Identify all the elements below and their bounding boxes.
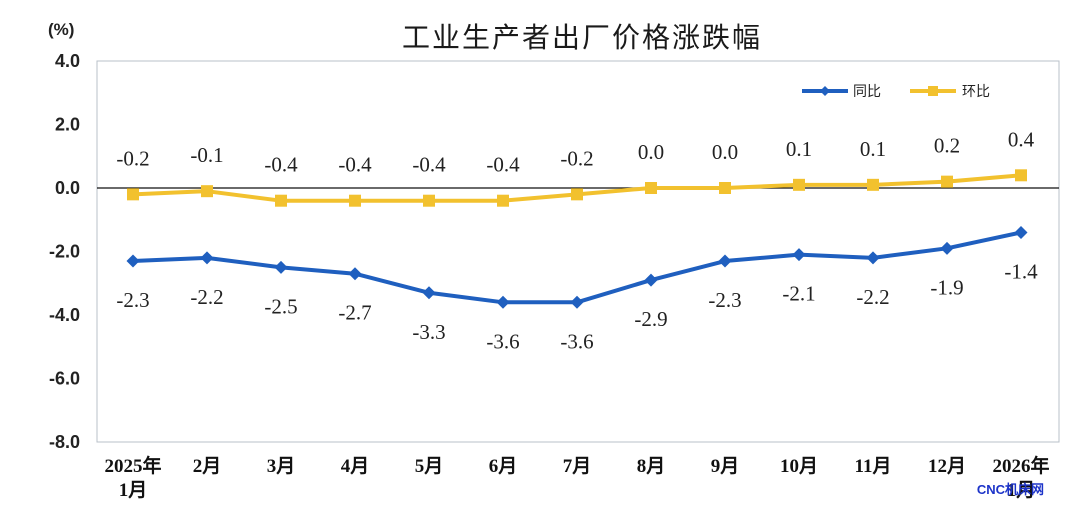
data-label: -2.7 — [338, 301, 371, 325]
x-tick-label: 8月 — [637, 456, 666, 477]
data-label: 0.1 — [860, 137, 886, 161]
plot-area — [96, 60, 1060, 443]
watermark-logo: CNC机床网 — [977, 482, 1044, 497]
y-tick-label: -2.0 — [49, 242, 80, 262]
x-tick-label: 10月 — [780, 456, 818, 477]
data-label: 0.1 — [786, 137, 812, 161]
y-axis-unit: (%) — [48, 20, 74, 39]
series-point — [867, 178, 879, 191]
data-label: -2.3 — [708, 288, 741, 312]
legend-label: 环比 — [962, 84, 990, 100]
legend-label: 同比 — [853, 84, 881, 100]
x-tick-label: 5月 — [415, 456, 444, 477]
x-tick-label: 6月 — [489, 456, 518, 477]
x-tick-label: 4月 — [341, 456, 370, 477]
series-point — [1014, 225, 1028, 239]
series-point — [348, 267, 362, 281]
legend: 同比 环比 — [802, 84, 990, 100]
x-tick-label: 3月 — [267, 456, 296, 477]
data-label: 0.0 — [638, 140, 664, 164]
data-label: -0.1 — [190, 143, 223, 167]
series-point — [940, 241, 954, 255]
data-label: -0.4 — [264, 153, 298, 177]
legend-marker — [928, 86, 938, 96]
y-tick-label: 0.0 — [55, 178, 80, 198]
data-label: 0.0 — [712, 140, 738, 164]
series-point — [793, 178, 805, 191]
series-point — [126, 254, 140, 268]
series-point — [275, 194, 287, 207]
series-point — [718, 254, 732, 268]
series-point — [1015, 169, 1027, 182]
y-tick-label: -4.0 — [49, 305, 80, 325]
data-label: -2.3 — [116, 288, 149, 312]
data-label: -0.4 — [412, 153, 446, 177]
series-point — [496, 295, 510, 309]
series-point — [571, 188, 583, 201]
data-label: -0.2 — [116, 146, 149, 170]
legend-marker — [820, 86, 830, 96]
series-point — [349, 194, 361, 207]
data-label: -2.2 — [856, 285, 889, 309]
series-point — [941, 175, 953, 188]
y-tick-label: 4.0 — [55, 51, 80, 71]
data-label: -3.6 — [486, 329, 519, 353]
data-label: -2.9 — [634, 307, 667, 331]
data-label: -3.3 — [412, 320, 445, 344]
series-point — [423, 194, 435, 207]
x-tick-label: 7月 — [563, 456, 592, 477]
y-tick-label: -6.0 — [49, 369, 80, 389]
data-label: 0.4 — [1008, 127, 1035, 151]
data-label: -0.4 — [486, 153, 520, 177]
data-label: -2.5 — [264, 294, 297, 318]
series-point — [866, 251, 880, 265]
x-tick-label: 2月 — [193, 456, 222, 477]
x-tick-label: 2025年 1月 — [104, 454, 161, 501]
series-point — [719, 182, 731, 194]
x-tick-label: 12月 — [928, 456, 966, 477]
series-point — [127, 188, 139, 201]
series-point — [644, 273, 658, 287]
series-layer: -2.3 -2.2 -2.5 -2.7 -3.3 -3.6 -3.6 -2.9 -2.3 -2.1… — [116, 127, 1038, 353]
series-point — [792, 248, 806, 262]
x-axis: 2025年 1月 2月 3月 4月 5月 6月 7月 8月 9月 10月 11月 12月 2026年 1月 — [104, 454, 1049, 501]
series-point — [201, 185, 213, 198]
y-axis: 4.0 2.0 0.0 -2.0 -4.0 -6.0 -8.0 — [49, 51, 80, 452]
series-point — [422, 286, 436, 300]
x-tick-label: 2026年 1月 — [992, 454, 1049, 501]
x-tick-label: 11月 — [855, 456, 892, 477]
series-point — [274, 260, 288, 274]
series-point — [200, 251, 214, 265]
data-label: -2.2 — [190, 285, 223, 309]
data-label: -0.2 — [560, 146, 593, 170]
x-tick-label: 9月 — [711, 456, 740, 477]
series-point — [570, 295, 584, 309]
data-label: -3.6 — [560, 329, 593, 353]
data-label: 0.2 — [934, 134, 960, 158]
chart-title: 工业生产者出厂价格涨跌幅 — [402, 21, 762, 54]
y-tick-label: 2.0 — [55, 115, 80, 135]
y-tick-label: -8.0 — [49, 432, 80, 452]
series-point — [645, 182, 657, 194]
series-point — [497, 194, 509, 207]
data-label: -1.9 — [930, 275, 963, 299]
data-label: -2.1 — [782, 282, 815, 306]
data-label: -1.4 — [1004, 259, 1038, 283]
data-label: -0.4 — [338, 153, 372, 177]
